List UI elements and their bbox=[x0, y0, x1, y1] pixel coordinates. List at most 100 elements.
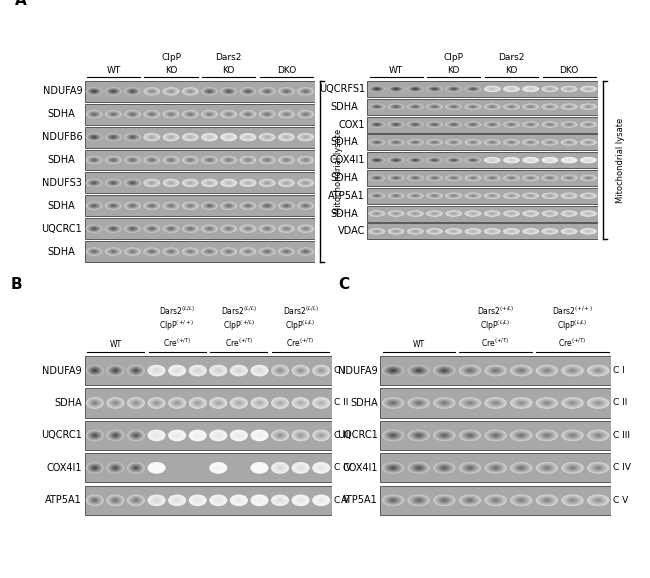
Ellipse shape bbox=[304, 113, 307, 115]
Ellipse shape bbox=[413, 498, 424, 503]
Ellipse shape bbox=[468, 369, 472, 372]
Ellipse shape bbox=[303, 90, 309, 92]
Ellipse shape bbox=[271, 462, 289, 474]
Ellipse shape bbox=[280, 88, 292, 94]
Ellipse shape bbox=[126, 203, 139, 209]
Ellipse shape bbox=[112, 368, 119, 373]
Ellipse shape bbox=[169, 495, 185, 506]
Ellipse shape bbox=[389, 193, 403, 198]
Ellipse shape bbox=[544, 499, 550, 502]
Ellipse shape bbox=[90, 158, 98, 162]
Ellipse shape bbox=[304, 182, 307, 184]
Ellipse shape bbox=[391, 123, 402, 127]
Ellipse shape bbox=[242, 226, 254, 231]
Ellipse shape bbox=[312, 429, 330, 441]
Ellipse shape bbox=[170, 160, 172, 161]
Ellipse shape bbox=[197, 435, 198, 436]
Text: Dars2$^{(+/+)}$: Dars2$^{(+/+)}$ bbox=[552, 305, 593, 317]
Ellipse shape bbox=[255, 498, 263, 503]
Ellipse shape bbox=[299, 88, 312, 94]
Ellipse shape bbox=[460, 462, 480, 473]
Ellipse shape bbox=[486, 430, 506, 441]
Ellipse shape bbox=[195, 434, 201, 438]
Ellipse shape bbox=[223, 180, 235, 186]
Ellipse shape bbox=[547, 177, 553, 179]
Ellipse shape bbox=[447, 211, 461, 216]
Ellipse shape bbox=[484, 86, 501, 92]
Ellipse shape bbox=[190, 431, 205, 440]
Ellipse shape bbox=[300, 249, 311, 254]
Ellipse shape bbox=[166, 203, 176, 208]
Ellipse shape bbox=[510, 429, 532, 441]
Ellipse shape bbox=[225, 181, 232, 184]
Ellipse shape bbox=[264, 158, 270, 162]
Ellipse shape bbox=[108, 366, 123, 376]
Ellipse shape bbox=[549, 106, 551, 108]
Ellipse shape bbox=[259, 247, 276, 255]
Ellipse shape bbox=[413, 195, 417, 197]
Ellipse shape bbox=[131, 182, 135, 184]
Ellipse shape bbox=[240, 134, 255, 141]
Ellipse shape bbox=[90, 135, 98, 139]
Ellipse shape bbox=[580, 175, 597, 181]
Ellipse shape bbox=[488, 366, 503, 375]
Ellipse shape bbox=[205, 181, 214, 185]
Ellipse shape bbox=[191, 496, 205, 505]
Ellipse shape bbox=[566, 497, 579, 503]
Ellipse shape bbox=[94, 137, 95, 138]
Ellipse shape bbox=[148, 158, 155, 162]
Ellipse shape bbox=[274, 497, 286, 504]
Ellipse shape bbox=[385, 399, 400, 407]
Ellipse shape bbox=[105, 156, 121, 164]
Text: C IV: C IV bbox=[614, 464, 631, 472]
Ellipse shape bbox=[259, 225, 275, 232]
Ellipse shape bbox=[428, 175, 441, 180]
Ellipse shape bbox=[412, 230, 419, 233]
Ellipse shape bbox=[266, 228, 268, 229]
Ellipse shape bbox=[390, 229, 402, 234]
Ellipse shape bbox=[466, 104, 480, 109]
Ellipse shape bbox=[522, 86, 539, 92]
Ellipse shape bbox=[435, 495, 454, 505]
Ellipse shape bbox=[472, 160, 474, 161]
Ellipse shape bbox=[562, 157, 577, 163]
Ellipse shape bbox=[133, 498, 139, 502]
Ellipse shape bbox=[461, 366, 480, 376]
Ellipse shape bbox=[186, 89, 194, 94]
Ellipse shape bbox=[488, 87, 497, 91]
Ellipse shape bbox=[184, 111, 196, 117]
Ellipse shape bbox=[130, 181, 135, 184]
Ellipse shape bbox=[129, 366, 143, 375]
Ellipse shape bbox=[437, 497, 451, 503]
Ellipse shape bbox=[150, 464, 163, 472]
Ellipse shape bbox=[224, 180, 233, 186]
Ellipse shape bbox=[486, 122, 499, 127]
Ellipse shape bbox=[593, 465, 603, 470]
Ellipse shape bbox=[278, 499, 282, 502]
Ellipse shape bbox=[109, 496, 122, 505]
Text: COX4I1: COX4I1 bbox=[330, 155, 365, 165]
Ellipse shape bbox=[148, 250, 156, 254]
Ellipse shape bbox=[428, 229, 441, 234]
Ellipse shape bbox=[447, 104, 461, 109]
Ellipse shape bbox=[230, 494, 248, 506]
Ellipse shape bbox=[94, 499, 96, 501]
Ellipse shape bbox=[568, 368, 577, 373]
Ellipse shape bbox=[373, 212, 380, 215]
Ellipse shape bbox=[245, 181, 251, 184]
Ellipse shape bbox=[567, 124, 571, 125]
Ellipse shape bbox=[437, 497, 452, 504]
Ellipse shape bbox=[509, 177, 514, 179]
Ellipse shape bbox=[488, 123, 497, 127]
Ellipse shape bbox=[489, 141, 496, 144]
Ellipse shape bbox=[129, 227, 136, 231]
Ellipse shape bbox=[562, 398, 583, 408]
Ellipse shape bbox=[302, 90, 309, 93]
Ellipse shape bbox=[265, 90, 270, 92]
Ellipse shape bbox=[596, 435, 600, 436]
Ellipse shape bbox=[490, 498, 501, 503]
Ellipse shape bbox=[387, 497, 400, 503]
Ellipse shape bbox=[566, 106, 572, 108]
Ellipse shape bbox=[186, 250, 194, 254]
Ellipse shape bbox=[221, 134, 237, 141]
